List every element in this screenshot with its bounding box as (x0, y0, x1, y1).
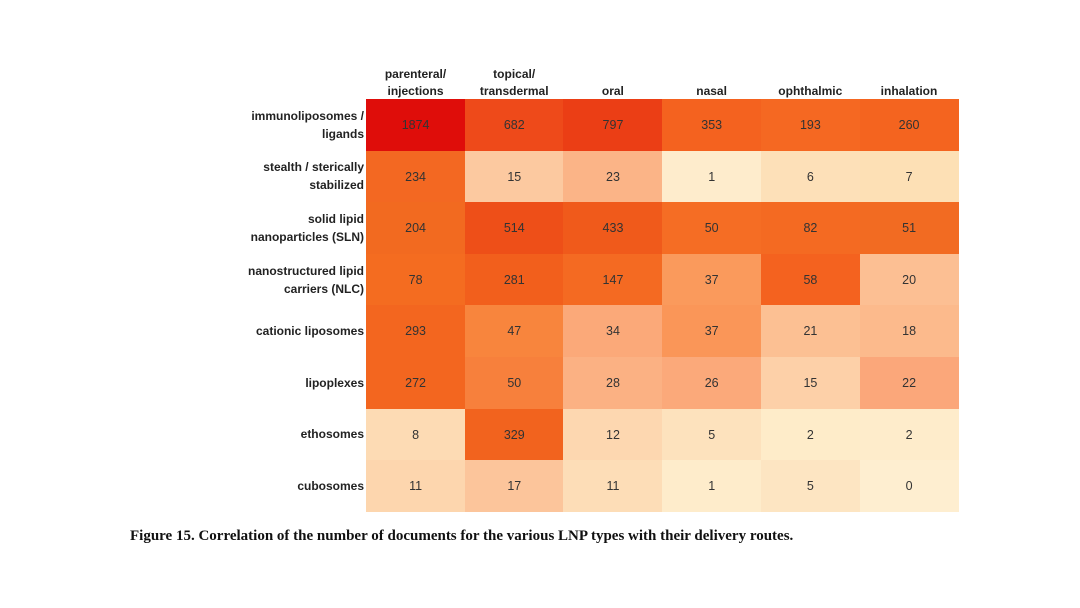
row-header: ethosomes (300, 427, 364, 442)
heatmap-cell: 17 (464, 460, 564, 513)
heatmap-cell: 34 (563, 305, 663, 358)
heatmap-cell: 0 (859, 460, 959, 513)
row-header: cubosomes (297, 478, 364, 493)
heatmap-cell: 5 (760, 460, 860, 513)
column-header: oral (601, 84, 624, 98)
heatmap-cell: 260 (859, 99, 959, 152)
heatmap-cell: 281 (464, 253, 564, 306)
heatmap-cell: 58 (760, 253, 860, 306)
heatmap-cell: 47 (464, 305, 564, 358)
heatmap-cell: 78 (366, 253, 466, 306)
heatmap-cell: 21 (760, 305, 860, 358)
heatmap-cell: 2 (859, 408, 959, 461)
column-header: nasal (696, 84, 727, 98)
row-header: lipoplexes (305, 375, 364, 390)
heatmap-cell: 272 (366, 357, 466, 410)
heatmap-cell: 22 (859, 357, 959, 410)
heatmap-cell: 5 (662, 408, 762, 461)
heatmap-cell: 1874 (366, 99, 466, 152)
row-header: nanostructured lipid carriers (NLC) (247, 263, 364, 296)
row-header: stealth / sterically stabilized (263, 160, 364, 193)
heatmap-cell: 1 (662, 460, 762, 513)
row-header: immunoliposomes / ligands (251, 108, 364, 141)
heatmap-cell: 8 (366, 408, 466, 461)
heatmap-cell: 293 (366, 305, 466, 358)
heatmap-cell: 28 (563, 357, 663, 410)
heatmap-cell: 433 (563, 202, 663, 255)
heatmap-cell: 12 (563, 408, 663, 461)
column-header: inhalation (880, 84, 938, 98)
column-header: topical/ transdermal (479, 67, 549, 98)
heatmap-cell: 6 (760, 150, 860, 203)
row-header: cationic liposomes (255, 324, 364, 339)
heatmap-cell: 11 (563, 460, 663, 513)
heatmap-cell: 20 (859, 253, 959, 306)
heatmap-cell: 147 (563, 253, 663, 306)
heatmap-cell: 23 (563, 150, 663, 203)
heatmap-cell: 50 (662, 202, 762, 255)
figure-caption: Figure 15. Correlation of the number of … (130, 528, 794, 544)
heatmap-cell: 7 (859, 150, 959, 203)
heatmap-cell: 37 (662, 305, 762, 358)
column-header: parenteral/ injections (384, 67, 447, 98)
heatmap-cell: 682 (464, 99, 564, 152)
heatmap-cell: 51 (859, 202, 959, 255)
heatmap-cell: 11 (366, 460, 466, 513)
heatmap-cell: 193 (760, 99, 860, 152)
heatmap-cell: 353 (662, 99, 762, 152)
heatmap-cell: 82 (760, 202, 860, 255)
heatmap-cell: 797 (563, 99, 663, 152)
heatmap-cell: 26 (662, 357, 762, 410)
heatmap-cell: 15 (464, 150, 564, 203)
heatmap-cell: 514 (464, 202, 564, 255)
heatmap-cell: 1 (662, 150, 762, 203)
heatmap-cell: 2 (760, 408, 860, 461)
column-header: ophthalmic (778, 84, 843, 98)
heatmap-cell: 329 (464, 408, 564, 461)
heatmap-cell: 234 (366, 150, 466, 203)
heatmap-cell: 15 (760, 357, 860, 410)
heatmap-cell: 18 (859, 305, 959, 358)
heatmap: parenteral/ injections topical/ transderm… (247, 67, 959, 513)
row-header: solid lipid nanoparticles (SLN) (250, 211, 364, 244)
heatmap-cell: 50 (464, 357, 564, 410)
heatmap-cell: 37 (662, 253, 762, 306)
heatmap-cell: 204 (366, 202, 466, 255)
